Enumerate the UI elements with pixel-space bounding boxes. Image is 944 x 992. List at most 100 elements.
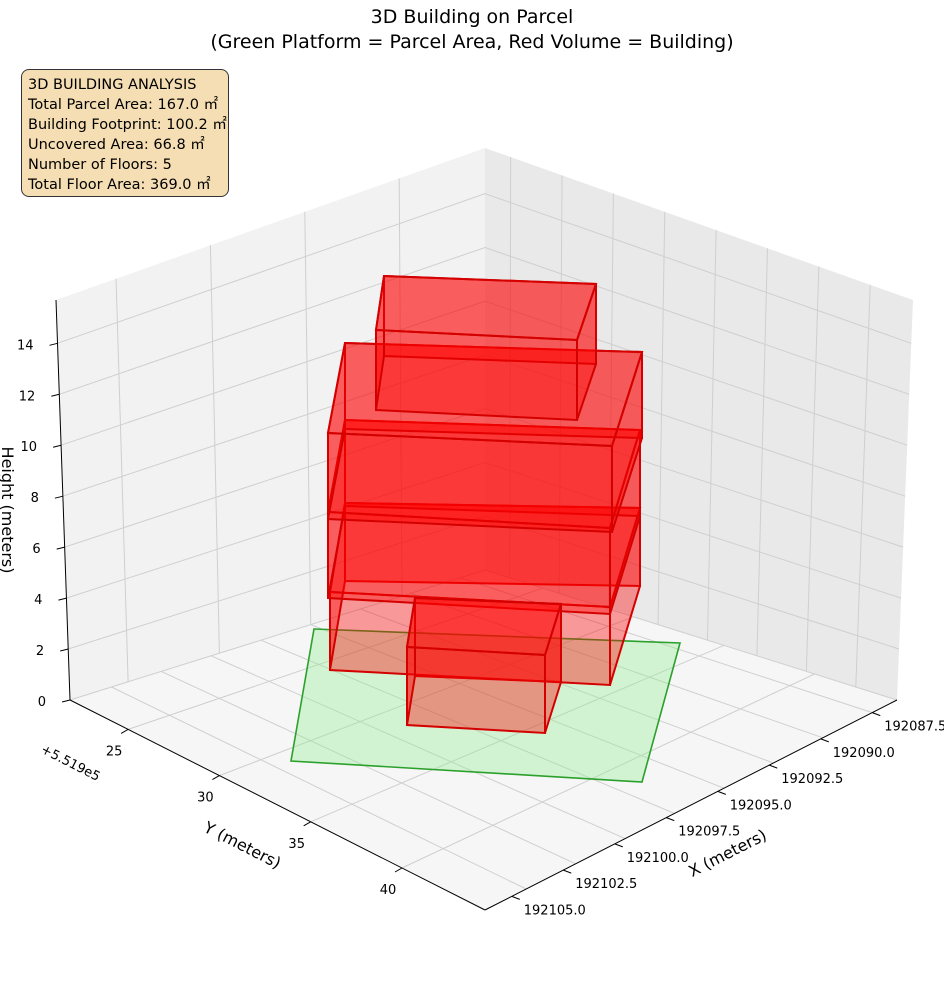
y-tick bbox=[394, 867, 403, 873]
x-tick-label: 192097.5 bbox=[678, 825, 740, 840]
y-offset-label: +5.519e5 bbox=[38, 742, 102, 785]
z-grid-line bbox=[66, 461, 902, 599]
x-tick-label: 192092.5 bbox=[781, 772, 843, 787]
z-grid-line bbox=[60, 300, 908, 446]
z-tick-label: 8 bbox=[31, 491, 39, 506]
y-tick bbox=[303, 821, 311, 827]
floor-grid-line-x bbox=[360, 608, 774, 764]
building-analysis-box: 3D BUILDING ANALYSIS Total Parcel Area: … bbox=[21, 69, 229, 197]
z-tick-label: 2 bbox=[36, 644, 44, 659]
x-tick-label: 192090.0 bbox=[833, 746, 895, 761]
chart-subtitle: (Green Platform = Parcel Area, Red Volum… bbox=[210, 31, 734, 53]
right-pane-grid-line-x bbox=[855, 284, 871, 688]
floor-grid-line-x bbox=[210, 655, 626, 840]
z-grid-line bbox=[68, 515, 900, 650]
y-axis-line bbox=[69, 699, 486, 911]
tick-marks: 0 2 4 6 8 10 12 14 25 30 35 40 192087.5 192090.0 19209… bbox=[17, 338, 944, 918]
parcel-polygon bbox=[290, 628, 682, 783]
left-pane-grid-line-y bbox=[398, 178, 403, 597]
y-axis-label: Y (meters) bbox=[200, 817, 284, 872]
z-tick-label: 6 bbox=[32, 542, 40, 557]
z-tick-label: 10 bbox=[21, 440, 38, 455]
z-tick bbox=[60, 648, 69, 652]
floor-grid-line-x bbox=[111, 686, 527, 890]
y-tick-label: 40 bbox=[380, 883, 397, 898]
floor-4-block-front-face bbox=[327, 431, 613, 534]
floor-grid-line-y bbox=[401, 673, 815, 869]
z-tick-label: 0 bbox=[38, 695, 46, 710]
left-pane-grid-line-y bbox=[304, 211, 312, 625]
z-tick bbox=[52, 444, 62, 448]
x-tick bbox=[769, 764, 778, 769]
floor-grid-line-x bbox=[310, 624, 725, 789]
z-grid-line bbox=[62, 354, 906, 497]
building-volume bbox=[326, 274, 644, 735]
chart-title: 3D Building on Parcel bbox=[370, 6, 574, 28]
info-line: Number of Floors: 5 bbox=[28, 157, 172, 173]
x-tick bbox=[717, 790, 726, 795]
z-axis-line bbox=[55, 299, 71, 701]
y-tick-label: 25 bbox=[106, 744, 123, 759]
z-tick bbox=[54, 495, 63, 499]
z-tick-label: 12 bbox=[19, 389, 36, 404]
x-tick-label: 192100.0 bbox=[627, 851, 689, 866]
right-pane-grid-line-x bbox=[805, 266, 820, 672]
floor-grid-line-x bbox=[161, 670, 576, 865]
info-line: Building Footprint: 100.2 ㎡ bbox=[28, 117, 227, 133]
right-pane-grid-line-x bbox=[657, 211, 666, 625]
y-tick-label: 35 bbox=[288, 837, 305, 852]
x-tick bbox=[614, 843, 623, 848]
ground-core-block-top-face bbox=[405, 596, 563, 657]
ground-core-block-front-face bbox=[406, 645, 546, 735]
info-line: Total Parcel Area: 167.0 ㎡ bbox=[28, 97, 219, 113]
parcel-platform bbox=[290, 628, 682, 783]
y-tick bbox=[120, 728, 129, 734]
floor-3-block-top-face bbox=[326, 418, 642, 530]
z-grid-line bbox=[69, 569, 898, 701]
z-grid-line bbox=[64, 408, 904, 548]
x-axis-line bbox=[484, 699, 898, 911]
floor-grid-line-y bbox=[219, 616, 634, 777]
x-tick bbox=[511, 895, 520, 900]
y-tick bbox=[212, 775, 220, 781]
axis-lines bbox=[55, 299, 898, 911]
info-line: Uncovered Area: 66.8 ㎡ bbox=[28, 137, 205, 153]
x-tick bbox=[820, 738, 829, 743]
floor-grid-line-y bbox=[127, 587, 543, 730]
right-pane-grid-line-x bbox=[558, 175, 563, 594]
right-pane-grid-line-x bbox=[509, 157, 512, 578]
floor-pane bbox=[70, 570, 897, 910]
info-heading: 3D BUILDING ANALYSIS bbox=[28, 77, 197, 93]
grid-lines bbox=[57, 157, 912, 890]
x-tick bbox=[563, 869, 572, 874]
left-pane-grid-line-y bbox=[115, 278, 129, 682]
z-tick bbox=[58, 597, 67, 601]
info-line: Total Floor Area: 369.0 ㎡ bbox=[28, 177, 211, 193]
x-tick-label: 192102.5 bbox=[575, 877, 637, 892]
x-tick-label: 192105.0 bbox=[524, 903, 586, 918]
z-tick bbox=[51, 393, 60, 397]
z-grid-line bbox=[59, 246, 910, 395]
y-tick-label: 30 bbox=[197, 791, 214, 806]
x-tick bbox=[872, 712, 881, 717]
floor-5-block-front-face bbox=[375, 328, 578, 422]
z-tick bbox=[56, 546, 65, 550]
left-pane bbox=[56, 148, 485, 700]
right-pane-grid-line-x bbox=[756, 248, 768, 656]
left-pane-grid-line-y bbox=[209, 245, 220, 654]
x-tick-label: 192087.5 bbox=[884, 720, 944, 735]
z-tick-label: 14 bbox=[17, 338, 34, 353]
right-pane bbox=[485, 148, 913, 700]
z-axis-label: Height (meters) bbox=[0, 447, 17, 574]
z-tick bbox=[61, 699, 71, 703]
x-tick bbox=[666, 817, 675, 822]
floor-5-block-top-face bbox=[374, 274, 598, 342]
z-tick-label: 4 bbox=[34, 593, 42, 608]
z-grid-line bbox=[57, 193, 912, 344]
floor-grid-line-x bbox=[459, 577, 873, 714]
z-tick bbox=[49, 342, 58, 346]
x-tick-label: 192095.0 bbox=[730, 798, 792, 813]
floor-grid-line-y bbox=[310, 644, 725, 823]
